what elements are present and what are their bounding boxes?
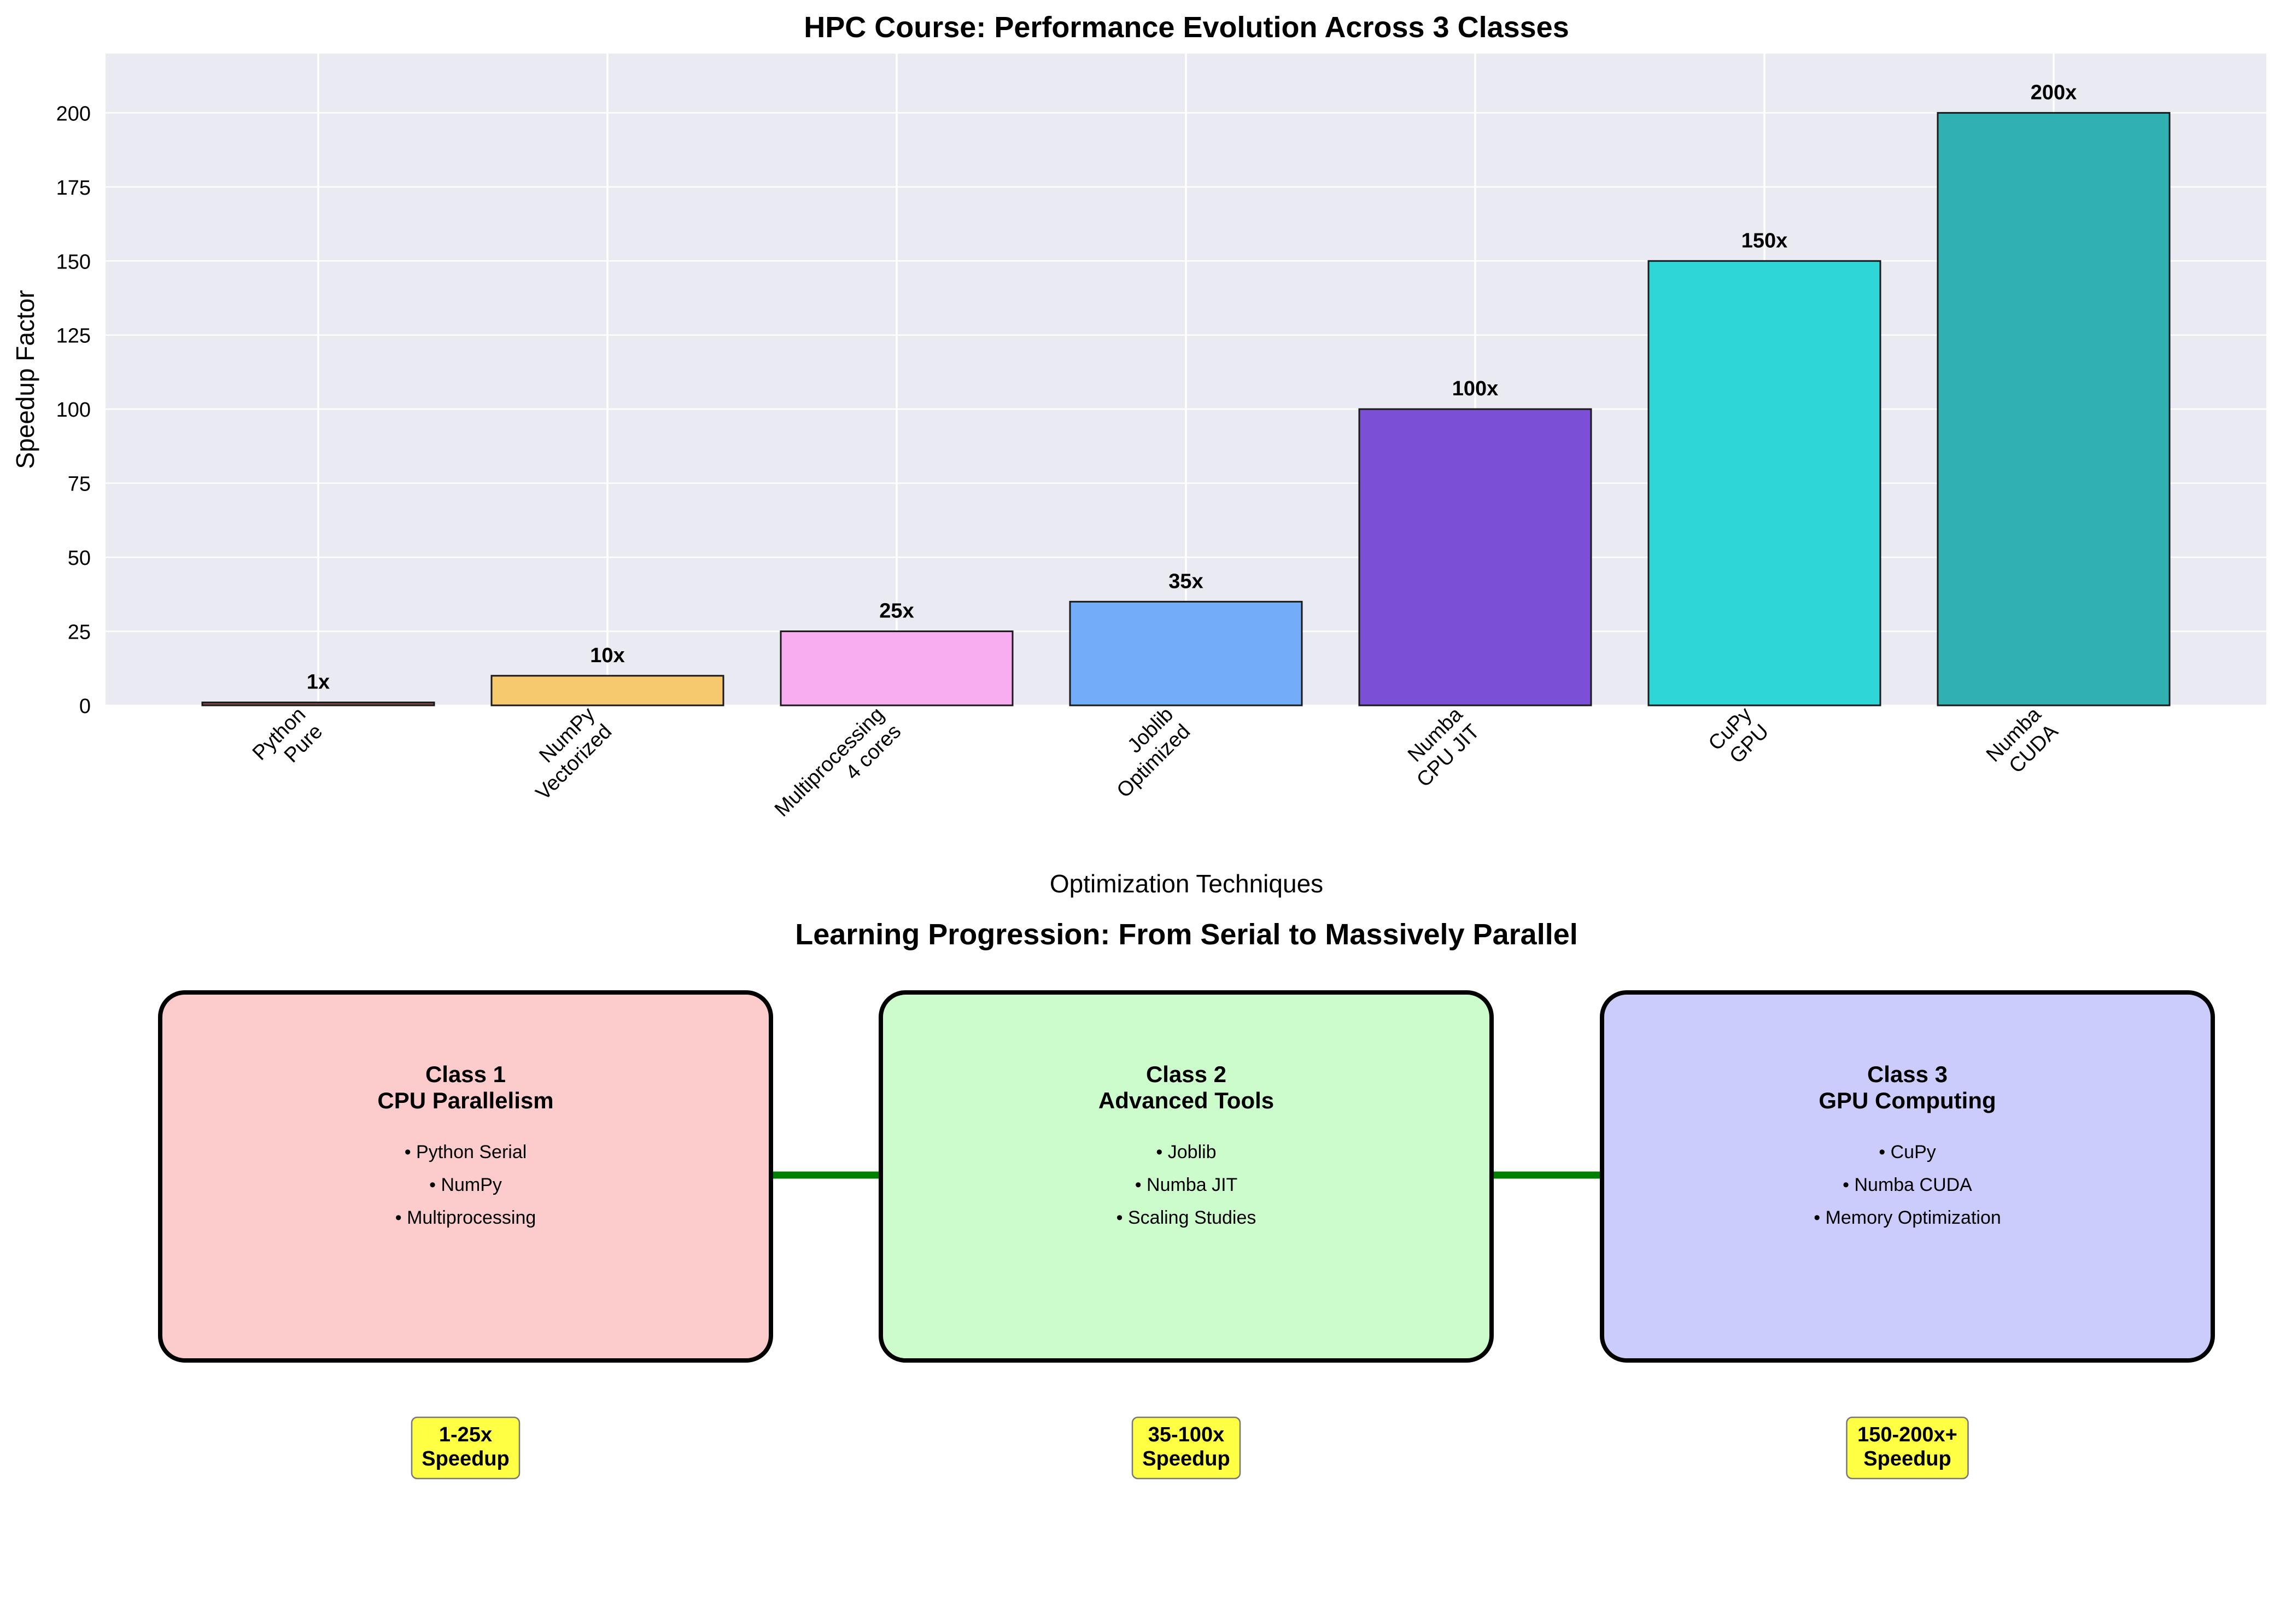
y-tick-label: 0 bbox=[79, 695, 91, 718]
class-item: • Multiprocessing bbox=[395, 1207, 536, 1228]
bar-value-label: 35x bbox=[1168, 570, 1203, 593]
bar bbox=[780, 630, 1014, 706]
y-tick-label: 25 bbox=[68, 621, 91, 644]
y-tick-label: 150 bbox=[56, 250, 91, 273]
y-tick-label: 100 bbox=[56, 399, 91, 422]
bar-value-label: 150x bbox=[1741, 229, 1788, 252]
bar-value-label: 100x bbox=[1452, 377, 1499, 400]
x-axis-label: Optimization Techniques bbox=[1050, 869, 1323, 898]
speedup-badge: 150-200x+Speedup bbox=[1846, 1416, 1969, 1480]
speedup-badge-text: 35-100x bbox=[1148, 1423, 1224, 1446]
speedup-badge-box bbox=[1846, 1416, 1969, 1480]
bar-value-label: 200x bbox=[2031, 81, 2077, 104]
class-item: • Python Serial bbox=[405, 1142, 527, 1162]
y-tick-label: 200 bbox=[56, 102, 91, 125]
speedup-badge-text: Speedup bbox=[1863, 1447, 1951, 1470]
progression-title: Learning Progression: From Serial to Mas… bbox=[795, 918, 1578, 951]
y-tick-label: 125 bbox=[56, 325, 91, 348]
bar-value-label: 1x bbox=[307, 671, 330, 694]
bar-value-label: 10x bbox=[590, 644, 624, 667]
speedup-badge-text: 150-200x+ bbox=[1857, 1423, 1957, 1446]
class-subtitle: Advanced Tools bbox=[1098, 1088, 1274, 1113]
bar bbox=[201, 702, 435, 706]
speedup-badge-text: 1-25x bbox=[439, 1423, 492, 1446]
speedup-badge-text: Speedup bbox=[1142, 1447, 1230, 1470]
speedup-badge-box bbox=[1131, 1416, 1241, 1480]
bar bbox=[1358, 408, 1592, 706]
y-ticks: 0 25 50 75 100 125 150 175 200 bbox=[56, 102, 91, 718]
chart-title: HPC Course: Performance Evolution Across… bbox=[804, 11, 1569, 44]
y-tick-label: 175 bbox=[56, 177, 91, 200]
bar bbox=[1647, 260, 1881, 706]
bar bbox=[1069, 600, 1303, 706]
y-axis-label: Speedup Factor bbox=[11, 290, 39, 469]
class-subtitle: GPU Computing bbox=[1819, 1088, 1996, 1113]
class-item: • Memory Optimization bbox=[1814, 1207, 2001, 1228]
y-tick-label: 75 bbox=[68, 473, 91, 496]
class-box-frame bbox=[1600, 990, 2215, 1363]
class-title: Class 3 bbox=[1867, 1061, 1948, 1087]
speedup-badge-box bbox=[411, 1416, 521, 1480]
class-title: Class 1 bbox=[425, 1061, 506, 1087]
class-box-frame bbox=[879, 990, 1494, 1363]
class-item: • Numba CUDA bbox=[1843, 1175, 1972, 1195]
class-item: • CuPy bbox=[1879, 1142, 1936, 1162]
bar bbox=[1937, 112, 2171, 706]
class-subtitle: CPU Parallelism bbox=[377, 1088, 553, 1113]
bar bbox=[490, 675, 724, 706]
y-tick-label: 50 bbox=[68, 547, 91, 570]
bar-value-label: 25x bbox=[879, 600, 914, 623]
bars: 1x 10x 25x 35x 100x 150x 200x bbox=[201, 81, 2171, 706]
class-item: • Numba JIT bbox=[1135, 1175, 1238, 1195]
class-item: • NumPy bbox=[429, 1175, 502, 1195]
speedup-badge-text: Speedup bbox=[422, 1447, 509, 1470]
class-title: Class 2 bbox=[1146, 1061, 1226, 1087]
class-box-frame bbox=[158, 990, 773, 1363]
class-item: • Scaling Studies bbox=[1116, 1207, 1256, 1228]
class-item: • Joblib bbox=[1156, 1142, 1216, 1162]
